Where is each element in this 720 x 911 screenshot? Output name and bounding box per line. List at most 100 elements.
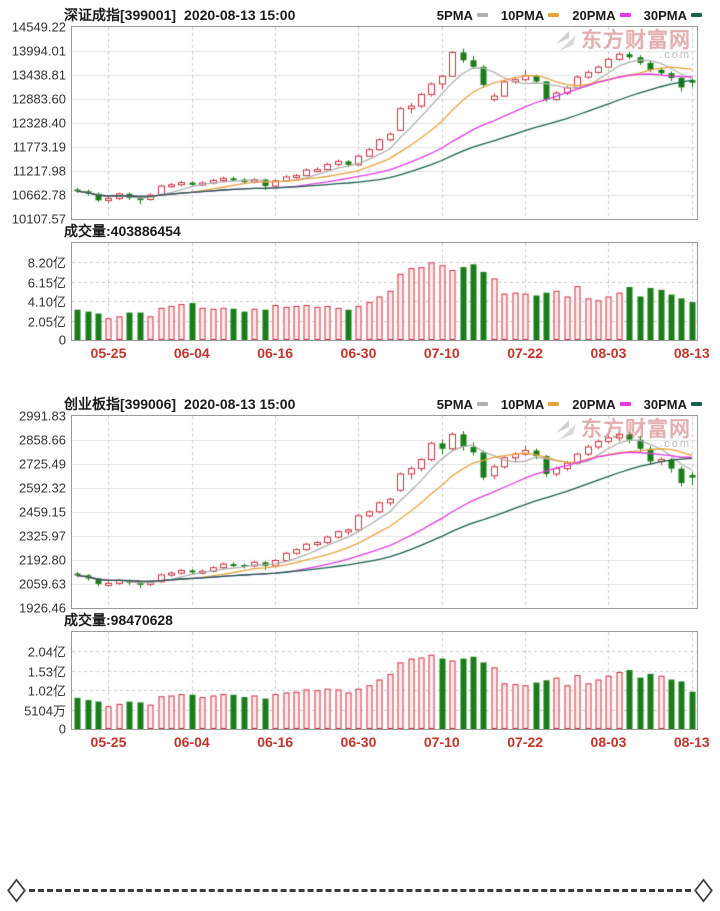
volume-axis-label: 6.15亿 <box>27 275 66 291</box>
volume-axis-label: 5104万 <box>24 703 66 719</box>
ma-legend: 5PMA 10PMA 20PMA 30PMA <box>437 397 702 412</box>
volume-header: 成交量: 403886454 <box>0 220 720 242</box>
legend-label: 30PMA <box>643 7 687 23</box>
x-axis: 05-25 06-04 06-16 06-30 07-10 07-22 08-03 08-13 <box>72 730 710 754</box>
x-axis-label: 07-22 <box>507 734 544 750</box>
x-axis-label: 05-25 <box>90 734 127 750</box>
price-axis-label: 2991.83 <box>19 408 66 424</box>
x-axis-label: 06-04 <box>173 345 210 361</box>
price-panel: 14549.22 13994.01 13438.81 12883.60 12328.40… <box>0 20 720 227</box>
x-axis-label: 08-13 <box>673 734 710 750</box>
ma-legend: 5PMA 10PMA 20PMA 30PMA <box>437 8 702 23</box>
volume-plot-area <box>71 631 698 730</box>
legend-swatch-icon <box>476 13 488 17</box>
legend-item-5pma: 5PMA <box>437 397 488 412</box>
x-axis-label: 05-25 <box>90 345 127 361</box>
price-panel: 2991.83 2858.66 2725.49 2592.32 2459.15 2325.… <box>0 409 720 616</box>
legend-label: 20PMA <box>572 396 616 412</box>
x-axis-label: 06-30 <box>340 734 377 750</box>
price-y-axis: 2991.83 2858.66 2725.49 2592.32 2459.15 2325.… <box>0 409 71 616</box>
legend-item-10pma: 10PMA <box>500 7 560 23</box>
volume-chart-canvas[interactable] <box>72 632 697 729</box>
price-axis-label: 11773.19 <box>12 139 66 155</box>
price-chart-canvas[interactable] <box>72 27 697 219</box>
legend-swatch-icon <box>619 402 631 406</box>
volume-plot-area <box>71 242 698 341</box>
price-axis-label: 13438.81 <box>11 67 66 83</box>
price-axis-label: 12883.60 <box>11 91 66 107</box>
legend-label: 30PMA <box>643 396 687 412</box>
chart-header: 创业板指[399006] 2020-08-13 15:00 5PMA 10PMA 20… <box>0 393 720 415</box>
legend-swatch-icon <box>548 13 560 17</box>
x-axis-label: 06-16 <box>257 734 294 750</box>
chart-datetime: 2020-08-13 15:00 <box>184 7 296 23</box>
index-name: 深证成指[399001] <box>64 7 177 23</box>
diamond-icon <box>7 877 26 903</box>
volume-label: 成交量: <box>64 612 111 628</box>
volume-chart-canvas[interactable] <box>72 243 697 340</box>
volume-panel: 8.20亿 6.15亿 4.10亿 2.05亿 0 <box>0 242 720 348</box>
volume-axis-label: 2.04亿 <box>27 644 66 660</box>
price-axis-label: 2192.80 <box>19 552 66 568</box>
legend-item-20pma: 20PMA <box>572 8 631 23</box>
x-axis-label: 07-10 <box>423 345 460 361</box>
price-axis-label: 10662.78 <box>11 187 66 203</box>
volume-axis-label: 0 <box>58 332 66 348</box>
volume-value: 98470628 <box>110 612 173 628</box>
x-axis-label: 07-10 <box>423 734 460 750</box>
x-axis-label: 08-13 <box>673 345 710 361</box>
chart-block-szse-component: 深证成指[399001] 2020-08-13 15:00 5PMA 10PMA 20… <box>0 0 720 365</box>
x-axis-label: 07-22 <box>507 345 544 361</box>
section-divider <box>7 877 713 903</box>
price-plot-area: 东方财富网 .com <box>71 415 698 609</box>
legend-label: 5PMA <box>436 396 473 412</box>
price-axis-label: 2325.97 <box>19 528 66 544</box>
volume-axis-label: 0 <box>58 721 66 737</box>
x-axis-label: 06-30 <box>340 345 377 361</box>
volume-axis-label: 8.20亿 <box>27 255 66 271</box>
price-chart-canvas[interactable] <box>72 416 697 608</box>
volume-axis-label: 1.53亿 <box>27 664 66 680</box>
legend-item-10pma: 10PMA <box>501 397 560 412</box>
price-axis-label: 2725.49 <box>19 456 66 472</box>
volume-axis-label: 4.10亿 <box>27 294 66 310</box>
volume-y-axis: 2.04亿 1.53亿 1.02亿 5104万 0 <box>0 631 71 737</box>
legend-label: 5PMA <box>436 7 473 23</box>
price-axis-label: 1926.46 <box>19 600 66 616</box>
legend-label: 10PMA <box>500 7 545 23</box>
x-axis-label: 08-03 <box>590 345 627 361</box>
legend-swatch-icon <box>548 402 560 406</box>
legend-item-30pma: 30PMA <box>644 397 702 412</box>
chart-datetime: 2020-08-13 15:00 <box>184 396 296 412</box>
price-axis-label: 11217.98 <box>12 163 66 179</box>
volume-header: 成交量: 98470628 <box>0 609 720 631</box>
volume-value: 403886454 <box>110 223 181 239</box>
price-axis-label: 10107.57 <box>11 211 66 227</box>
legend-swatch-icon <box>691 402 702 406</box>
price-axis-label: 2858.66 <box>19 432 66 448</box>
legend-swatch-icon <box>691 13 702 17</box>
price-axis-label: 2059.63 <box>19 576 66 592</box>
price-axis-label: 13994.01 <box>11 43 66 59</box>
x-axis-label: 06-04 <box>173 734 210 750</box>
volume-label: 成交量: <box>64 223 111 239</box>
volume-y-axis: 8.20亿 6.15亿 4.10亿 2.05亿 0 <box>0 242 71 348</box>
dashed-line <box>29 888 691 892</box>
price-axis-label: 14549.22 <box>11 19 66 35</box>
volume-axis-label: 2.05亿 <box>27 314 66 330</box>
legend-item-5pma: 5PMA <box>437 8 488 23</box>
x-axis: 05-25 06-04 06-16 06-30 07-10 07-22 08-03 08-13 <box>72 341 710 365</box>
diamond-icon <box>694 877 713 903</box>
price-axis-label: 2592.32 <box>19 480 66 496</box>
chart-title: 创业板指[399006] 2020-08-13 15:00 <box>64 394 295 414</box>
legend-swatch-icon <box>476 402 488 406</box>
price-axis-label: 12328.40 <box>11 115 66 131</box>
volume-axis-label: 1.02亿 <box>27 683 66 699</box>
legend-swatch-icon <box>619 13 631 17</box>
price-y-axis: 14549.22 13994.01 13438.81 12883.60 12328.40… <box>0 20 71 227</box>
legend-item-20pma: 20PMA <box>572 396 631 412</box>
price-plot-area: 东方财富网 .com <box>71 26 698 220</box>
volume-panel: 2.04亿 1.53亿 1.02亿 5104万 0 <box>0 631 720 737</box>
chart-header: 深证成指[399001] 2020-08-13 15:00 5PMA 10PMA 20… <box>0 4 720 26</box>
